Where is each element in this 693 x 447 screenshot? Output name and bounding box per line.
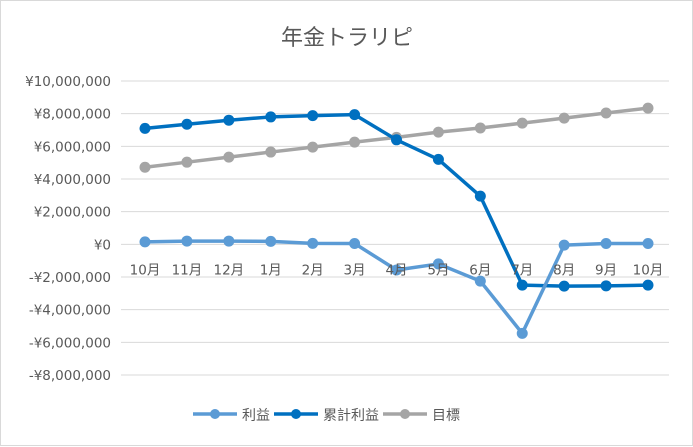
data-point [223,114,235,126]
y-axis-labels: ¥10,000,000 ¥8,000,000 ¥6,000,000 ¥4,000,00… [25,74,111,384]
data-point [223,151,235,163]
legend: 利益 累計利益 目標 [193,408,460,424]
data-point [265,146,277,158]
data-point [349,109,361,121]
data-point [642,238,654,250]
data-point [391,134,402,146]
data-point [474,275,486,287]
legend-label: 利益 [242,408,270,424]
x-tick-label: 10月 [633,262,664,278]
series-group [139,102,654,339]
y-tick-label: -¥4,000,000 [29,303,111,319]
data-point [516,279,528,291]
data-point [349,136,361,148]
series-1 [139,235,654,339]
data-point [391,264,402,276]
data-point [307,141,319,153]
data-point [432,258,444,270]
data-point [558,112,570,124]
x-tick-label: 3月 [344,262,366,278]
data-point [600,107,612,119]
data-point [139,236,151,248]
data-point [642,102,654,114]
data-point [516,327,528,339]
data-point [265,235,277,247]
data-point [516,117,528,129]
x-tick-label: 2月 [302,262,324,278]
data-point [642,279,654,291]
y-tick-label: -¥8,000,000 [29,368,111,384]
y-tick-label: ¥6,000,000 [34,139,111,155]
legend-marker [291,409,301,419]
x-tick-label: 6月 [469,262,491,278]
x-axis-labels: 10月 11月 12月 1月 2月 3月 4月 5月 6月 7月 8月 9月 10月 [130,262,664,278]
gridlines [121,80,669,376]
data-point [139,161,151,173]
chart-title: 年金トラリピ [281,26,413,51]
legend-marker [400,409,410,419]
x-tick-label: 4月 [385,262,407,278]
y-tick-label: ¥4,000,000 [34,172,111,188]
y-tick-label: ¥0 [94,237,111,253]
y-tick-label: -¥6,000,000 [29,335,111,351]
data-point [265,111,277,123]
data-point [600,238,612,250]
x-tick-label: 10月 [130,262,161,278]
x-tick-label: 5月 [427,262,449,278]
y-tick-label: -¥2,000,000 [29,270,111,286]
x-tick-label: 11月 [172,262,203,278]
data-point [223,235,235,247]
y-tick-label: ¥8,000,000 [34,107,111,123]
legend-label: 累計利益 [323,408,379,424]
data-point [181,118,193,130]
data-point [139,122,151,134]
data-point [307,110,319,122]
data-point [181,156,193,168]
series-3 [139,102,654,173]
y-tick-label: ¥10,000,000 [25,74,111,90]
data-point [181,235,193,247]
data-point [474,190,486,202]
x-tick-label: 8月 [553,262,575,278]
data-point [558,280,570,292]
data-point [558,239,570,251]
legend-label: 目標 [432,408,460,424]
legend-marker [210,409,220,419]
data-point [432,126,444,138]
data-point [307,237,319,249]
series-2 [139,109,654,292]
x-tick-label: 7月 [511,262,533,278]
data-point [474,122,486,134]
x-tick-label: 12月 [213,262,244,278]
x-tick-label: 1月 [260,262,282,278]
x-tick-label: 9月 [595,262,617,278]
data-point [432,153,444,165]
data-point [349,238,361,250]
data-point [600,280,612,292]
y-tick-label: ¥2,000,000 [34,205,111,221]
